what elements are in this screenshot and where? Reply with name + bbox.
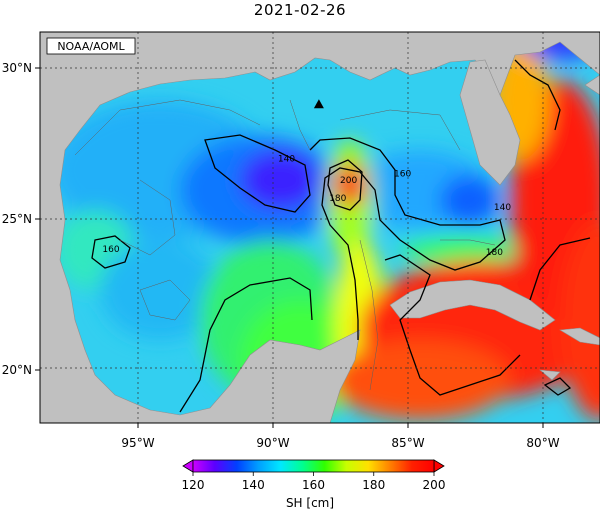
colorbar-tick-label: 180	[362, 478, 385, 492]
x-axis: 95°W 90°W 85°W 80°W	[121, 423, 560, 450]
colorbar-label: SH [cm]	[285, 496, 335, 510]
watermark-text: NOAA/AOML	[57, 40, 125, 53]
contour-label: 140	[278, 155, 295, 165]
contour-label: 140	[494, 203, 511, 213]
colorbar-tick-label: 160	[302, 478, 325, 492]
minor-contours	[74, 99, 496, 391]
contour-lines	[91, 59, 591, 413]
gridlines	[40, 32, 600, 423]
colorbar-low-arrow	[182, 459, 194, 473]
station-marker	[313, 99, 324, 109]
x-tick-label: 90°W	[256, 436, 289, 450]
colorbar-ticks: 120 140 160 180 200	[182, 472, 446, 492]
colorbar-tick-label: 140	[242, 478, 265, 492]
marker-group	[313, 99, 324, 109]
ocean-field	[40, 32, 600, 423]
x-tick-label: 85°W	[391, 436, 424, 450]
colorbar-tick-label: 200	[423, 478, 446, 492]
x-tick-label: 95°W	[121, 436, 154, 450]
contour-label: 200	[340, 176, 357, 186]
colorbar-tick-label: 120	[182, 478, 205, 492]
y-tick-label: 20°N	[2, 363, 32, 377]
colorbar-bar	[192, 459, 435, 473]
watermark-box	[46, 37, 136, 55]
map-frame	[39, 31, 600, 424]
y-tick-label: 30°N	[2, 61, 32, 75]
map-title: 2021-02-26	[253, 1, 347, 19]
contour-label: 180	[329, 194, 346, 204]
y-axis: 30°N 25°N 20°N	[2, 61, 40, 377]
land	[40, 32, 600, 423]
y-tick-label: 25°N	[2, 212, 32, 226]
contour-label-group: 140 140 160 160 180 180 200	[102, 155, 511, 259]
x-tick-label: 80°W	[526, 436, 559, 450]
contour-label: 180	[486, 248, 503, 258]
colorbar-high-arrow	[433, 459, 445, 473]
contour-label: 160	[394, 170, 411, 180]
contour-label: 160	[102, 245, 119, 255]
colorbar: 120 140 160 180 200	[182, 459, 446, 492]
